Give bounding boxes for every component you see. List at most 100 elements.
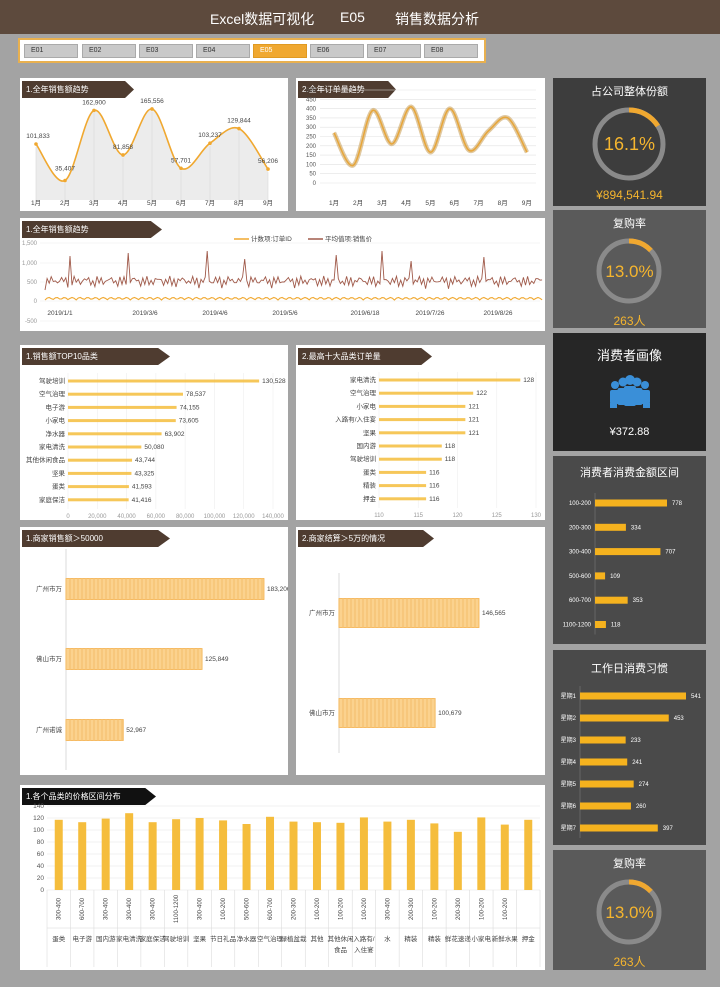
sales-trend-x-tick: 6月 [176,199,186,207]
spend-range-value-label: 109 [610,574,621,580]
weekday-bar [580,780,634,788]
price-dist-bar [312,822,321,890]
tab-e01[interactable]: E01 [24,44,78,58]
spend-range-value-label: 353 [633,598,644,604]
merchant-sales-category-label: 佛山市万 [36,654,63,663]
price-dist-range-label: 100-200 [479,897,485,920]
weekday-category-label: 星期5 [561,780,577,788]
top10-sales-value-label: 50,080 [144,444,164,451]
sales-trend-x-tick: 5月 [147,199,157,207]
price-dist-range-label: 600-700 [268,897,274,920]
price-dist-category-label: 国内游 [96,934,116,943]
price-dist-bar [383,821,392,890]
top10-sales-bar [68,392,184,396]
spend-range-title: 消费者消费金额区间 [580,467,679,479]
top10-sales-category-label: 净水器 [46,429,66,438]
price-dist-category-label: 绿植盆栽 [281,934,308,943]
top10-sales-value-label: 74,155 [180,404,200,411]
tab-e03[interactable]: E03 [139,44,193,58]
price-dist-bar [430,823,439,890]
tab-e08[interactable]: E08 [424,44,478,58]
price-dist-bar [172,819,181,890]
top10-sales-bar [68,458,133,462]
price-dist-bar [125,813,134,890]
share-gauge-arc [628,107,660,128]
top10-orders-x-tick: 120 [452,513,463,519]
price-dist-bar [500,824,509,890]
price-dist-range-label: 200-300 [456,897,462,920]
price-dist-category-label: 家电清洗 [116,934,143,943]
daily-trend-legend-label: 计数项:订单ID [251,234,292,243]
top10-sales-category-label: 蛋类 [52,482,66,491]
top10-orders-category-label: 家电清洗 [350,375,377,384]
sales-trend-x-tick: 7月 [205,199,215,207]
header-code: E05 [340,9,365,25]
spend-range-bar [595,523,626,531]
tab-e02[interactable]: E02 [82,44,136,58]
spend-range-bar [595,596,628,604]
price-dist-range-label: 300-400 [104,897,110,920]
top10-orders-value-label: 116 [429,469,440,476]
merchant-sales-category-label: 广州市万 [36,584,63,593]
top10-orders-category-label: 入路有/入住宴 [335,415,376,424]
top10-sales-value-label: 43,744 [135,457,155,464]
weekday-title: 工作日消费习惯 [591,663,668,675]
top10-orders-value-label: 122 [476,390,487,397]
top10-orders-value-label: 128 [523,377,534,384]
sales-trend-data-label: 56,206 [258,158,278,165]
weekday-category-label: 星期6 [561,802,577,810]
top10-orders-bar [379,391,474,395]
top10-orders-category-label: 小家电 [357,401,377,410]
top10-orders-category-label: 坚果 [363,428,377,437]
merchant-sales-value-label: 183,206 [267,586,288,593]
daily-trend-y-tick: 1,000 [22,261,38,267]
top10-orders-value-label: 116 [429,483,440,490]
spend-range-value-label: 707 [665,550,676,556]
weekday-value-label: 274 [639,782,650,788]
tab-e07[interactable]: E07 [367,44,421,58]
price-dist-y-tick: 20 [37,875,45,882]
merchant-sales-chart: 广州市万 183,206 佛山市万 125,849 广州诺诚 52,967 [36,549,288,770]
top10-sales-value-label: 41,593 [132,484,152,491]
top10-sales-category-label: 其他休闲食品 [26,455,65,464]
price-dist-bar [477,817,486,890]
spend-range-chart: 100-200 778 200-300 334 300-400 707 500-600 109… [563,493,683,635]
tab-e05[interactable]: E05 [253,44,307,58]
price-dist-y-tick: 40 [37,863,45,870]
merchant-settle-category-label: 广州市万 [309,608,336,617]
top10-orders-bar [379,418,466,422]
order-trend-y-tick: 50 [309,172,316,178]
price-dist-range-label: 200-300 [292,897,298,920]
sales-trend-chart: 101,833 1月 35,407 2月 162,900 3月 81,858 4月 165,55… [26,98,278,207]
tab-e04[interactable]: E04 [196,44,250,58]
top10-orders-bar [379,484,427,488]
sales-trend-x-tick: 8月 [234,199,244,207]
price-dist-bar [406,819,415,890]
order-trend-title: 2.全年订单量趋势 [298,81,396,98]
daily-trend-x-tick: 2019/3/6 [132,310,158,317]
order-trend-y-tick: 500 [306,88,317,94]
weekday-bar [580,824,658,832]
order-trend-x-tick: 9月 [522,199,532,207]
weekday-category-label: 星期1 [561,692,577,700]
persona-amount: ¥372.88 [609,426,650,438]
price-dist-bar [359,817,368,890]
sales-trend-point [121,153,125,157]
top10-orders-bar [379,404,466,408]
weekday-value-label: 233 [631,738,642,744]
daily-trend-order-line [44,296,543,301]
merchant-settle-title: 2.商家结算＞5万的情况 [298,530,434,547]
order-trend-line [333,105,528,167]
top10-orders-category-label: 精装 [363,481,377,490]
top10-sales-panel: 1.销售额TOP10品类 0 20,000 40,000 60,000 80,000 10… [20,345,288,520]
price-dist-range-label: 300-400 [57,897,63,920]
top10-sales-x-tick: 80,000 [176,514,195,520]
merchant-sales-panel: 1.商家销售额＞50000 广州市万 183,206 佛山市万 125,849 广州诺诚… [20,527,288,775]
weekday-category-label: 星期3 [561,736,577,744]
repurchase-card-2: 复购率 13.0% 263人 [553,850,706,970]
top10-orders-title: 2.最高十大品类订单量 [298,348,432,365]
order-trend-y-tick: 100 [306,162,317,168]
tab-e06[interactable]: E06 [310,44,364,58]
price-dist-range-label: 300-400 [151,897,157,920]
price-dist-bar [453,831,462,890]
